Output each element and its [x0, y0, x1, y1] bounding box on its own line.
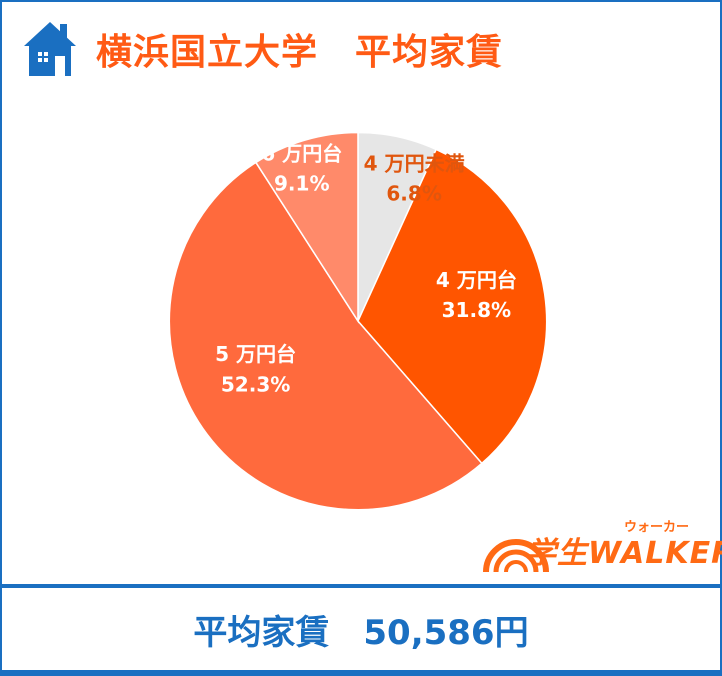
slice-label-2: 5 万円台 [215, 342, 296, 366]
section-divider [0, 584, 722, 588]
bottom-rule [0, 670, 722, 676]
pie-slice-1 [357, 148, 548, 465]
slice-label-0: 4 万円未満 [364, 152, 465, 176]
pie-chart: 4 万円未満 6.8% 4 万円台 31.8% 5 万円台 52.3% 6 万円台 9.1% [168, 131, 548, 511]
chart-title: 横浜国立大学 平均家賃 [96, 32, 504, 73]
house-icon [24, 22, 76, 76]
slice-value-label-1: 31.8% [442, 298, 512, 322]
logo-arc-icon [483, 539, 549, 573]
pie-slice-3 [254, 131, 359, 324]
gakusei-walker-logo: ウォーカー 学生WALKER [476, 510, 722, 576]
chart-header: 横浜国立大学 平均家賃 [24, 20, 503, 78]
slice-label-1: 4 万円台 [436, 268, 517, 292]
slice-value-label-0: 6.8% [386, 182, 442, 206]
pie-slice-2 [168, 161, 483, 511]
logo-kana: ウォーカー [624, 520, 690, 535]
slice-value-label-2: 52.3% [221, 372, 291, 396]
chart-panel: 横浜国立大学 平均家賃 4 万円未満 6.8% 4 万円台 31.8% 5 万円台 52.… [2, 2, 722, 584]
slice-value-label-3: 9.1% [274, 172, 330, 196]
logo-text: 学生WALKER [526, 536, 722, 571]
slice-label-3: 6 万円台 [261, 142, 342, 166]
average-rent-summary: 平均家賃 50,586円 [193, 612, 529, 653]
